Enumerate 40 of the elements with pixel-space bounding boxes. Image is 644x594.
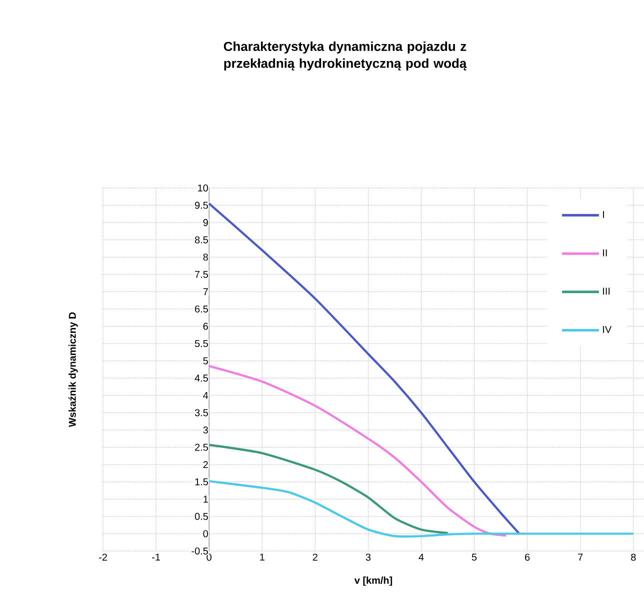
y-tick-label: 6.5 <box>195 305 208 313</box>
y-tick-label: 3 <box>203 426 208 434</box>
x-tick-label: 3 <box>366 554 371 561</box>
chart-title: Charakterystyka dynamiczna pojazdu z przekładnią hydrokinetyczną pod wodą <box>224 41 467 70</box>
y-tick-label: -0.5 <box>192 547 208 555</box>
y-tick-label: 7.5 <box>195 270 208 278</box>
y-tick-label: 6 <box>203 322 208 330</box>
y-tick-label: 2.5 <box>195 444 208 451</box>
y-tick-label: 1.5 <box>195 478 208 486</box>
y-tick-label: 5.5 <box>194 340 208 348</box>
y-tick-label: 8 <box>203 254 208 261</box>
y-tick-label: 7 <box>203 288 208 296</box>
legend-label: I <box>603 211 604 218</box>
y-tick-label: 4.5 <box>194 374 208 382</box>
x-tick-label: 1 <box>260 554 264 561</box>
x-tick-label: 7 <box>578 554 583 561</box>
y-tick-label: 4 <box>203 392 208 399</box>
y-tick-label: 9 <box>203 219 208 226</box>
y-axis-title: Wskaźnik dynamiczny D <box>68 312 78 428</box>
legend-label: III <box>603 288 610 295</box>
y-tick-label: 9.5 <box>195 202 208 209</box>
y-tick-label: 10 <box>198 184 208 192</box>
x-tick-label: 5 <box>472 554 477 561</box>
legend-label: II <box>603 249 607 256</box>
x-tick-label: 8 <box>631 554 636 561</box>
legend-label: IV <box>603 326 612 333</box>
y-tick-label: 0.5 <box>194 512 208 520</box>
x-tick-label: 4 <box>418 554 424 561</box>
x-tick-label: 2 <box>312 554 318 561</box>
y-tick-label: 8.5 <box>194 236 208 244</box>
x-axis-title: v [km/h] <box>354 576 392 586</box>
x-tick-label: -1 <box>152 554 160 561</box>
x-tick-label: -2 <box>99 554 107 561</box>
y-tick-label: 1 <box>204 496 208 503</box>
y-tick-label: 0 <box>203 530 208 538</box>
y-tick-label: 3.5 <box>194 409 208 416</box>
y-tick-label: 5 <box>203 357 208 364</box>
y-tick-label: 2 <box>203 461 208 468</box>
x-tick-label: 6 <box>525 554 530 561</box>
line-series <box>208 364 508 537</box>
